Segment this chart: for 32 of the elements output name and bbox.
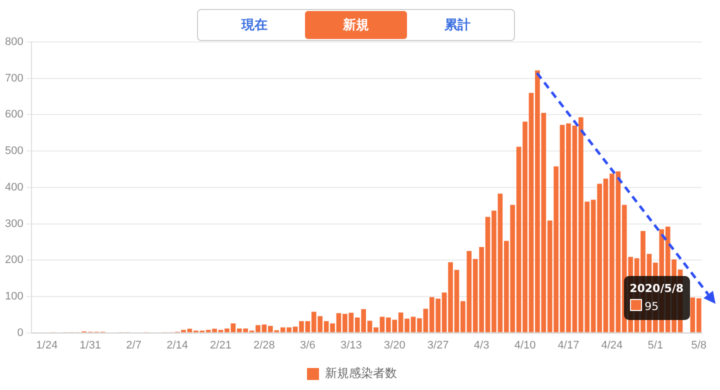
y-tick-label: 0 <box>17 326 24 339</box>
x-tick-label: 2/14 <box>166 339 188 352</box>
x-tick-label: 3/13 <box>340 339 362 352</box>
x-tick-label: 3/6 <box>300 339 316 352</box>
x-tick-label: 4/10 <box>514 339 536 352</box>
y-tick-label: 500 <box>4 145 24 158</box>
y-tick-label: 700 <box>4 72 24 84</box>
x-tick-label: 3/27 <box>427 339 449 352</box>
x-tick-label: 5/1 <box>648 339 664 352</box>
x-tick-label: 2/21 <box>210 339 232 352</box>
x-tick-label: 3/20 <box>384 339 406 352</box>
x-tick-label: 2/7 <box>126 339 142 352</box>
y-tick-label: 800 <box>4 36 24 48</box>
legend-label: 新規感染者数 <box>325 366 397 380</box>
annotation: 2020/5/8 <box>630 282 684 296</box>
y-tick-label: 100 <box>4 290 24 302</box>
y-tick-label: 600 <box>4 108 24 121</box>
text: 累計 <box>443 16 472 35</box>
y-tick-label: 300 <box>4 218 24 230</box>
y-tick-label: 200 <box>4 254 24 266</box>
x-tick-label: 4/24 <box>601 339 623 352</box>
y-tick-label: 400 <box>4 181 24 194</box>
x-tick-label: 1/24 <box>36 339 58 352</box>
x-tick-label: 4/17 <box>558 339 580 352</box>
x-tick-label: 4/3 <box>474 339 490 352</box>
x-tick-label: 5/8 <box>691 339 707 352</box>
text: 新規 <box>305 11 407 39</box>
annotation: 95 <box>644 300 659 314</box>
x-tick-label: 1/31 <box>80 339 102 352</box>
x-tick-label: 2/28 <box>254 339 275 352</box>
text: 現在 <box>240 17 269 35</box>
tooltip: 2020/5/8 95 <box>624 276 690 320</box>
